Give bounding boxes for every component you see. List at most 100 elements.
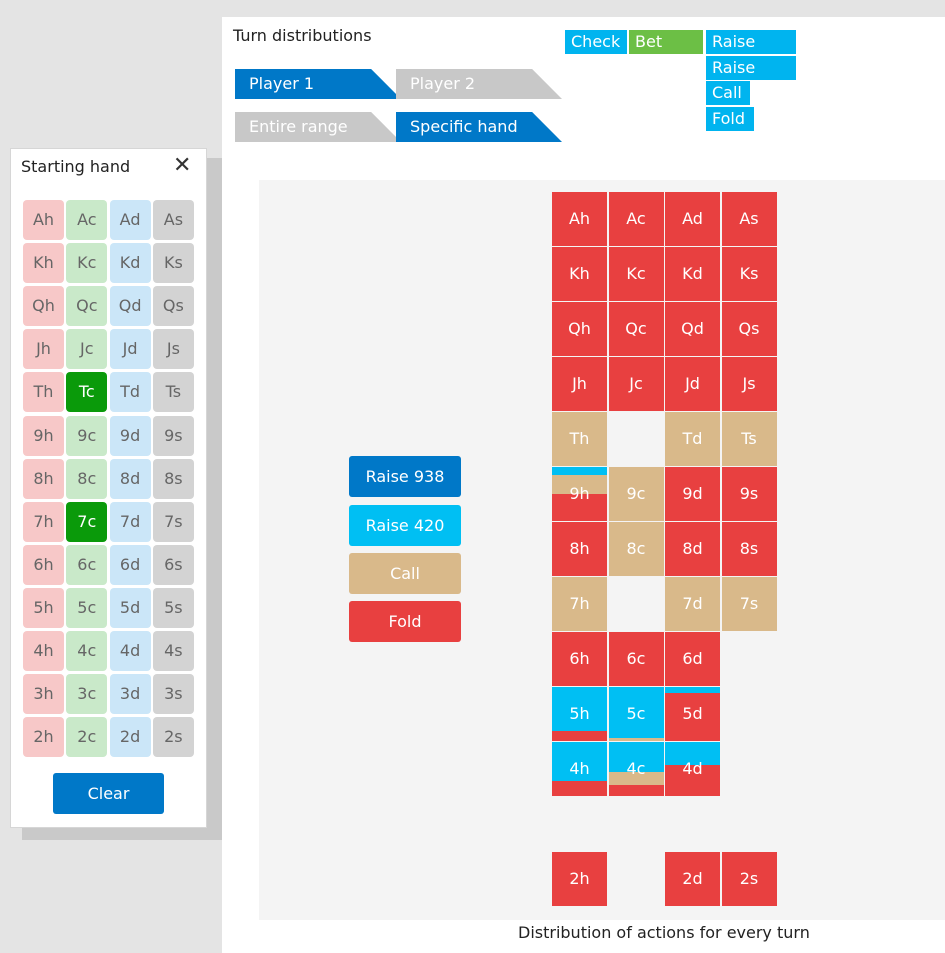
- turn-cell-7s[interactable]: 7s: [721, 577, 777, 631]
- starting-hand-card-Kd[interactable]: Kd: [109, 243, 151, 284]
- turn-cell-Ad[interactable]: Ad: [665, 192, 720, 246]
- turn-cell-Jc[interactable]: Jc: [608, 357, 664, 411]
- turn-cell-Qc[interactable]: Qc: [608, 302, 664, 356]
- starting-hand-card-Th[interactable]: Th: [23, 372, 64, 413]
- starting-hand-card-5h[interactable]: 5h: [23, 587, 64, 628]
- starting-hand-card-6c[interactable]: 6c: [66, 544, 108, 585]
- turn-cell-Ac[interactable]: Ac: [608, 192, 664, 246]
- turn-cell-Kh[interactable]: Kh: [552, 247, 607, 301]
- starting-hand-card-Qs[interactable]: Qs: [152, 286, 194, 327]
- starting-hand-card-6d[interactable]: 6d: [109, 544, 151, 585]
- starting-hand-card-2c[interactable]: 2c: [66, 717, 108, 758]
- turn-cell-Js[interactable]: Js: [721, 357, 777, 411]
- tab-entire-range[interactable]: Entire range: [235, 112, 401, 142]
- turn-cell-8h[interactable]: 8h: [552, 522, 607, 576]
- starting-hand-card-9s[interactable]: 9s: [152, 415, 194, 456]
- starting-hand-card-7d[interactable]: 7d: [109, 501, 151, 542]
- starting-hand-card-8c[interactable]: 8c: [66, 458, 108, 499]
- starting-hand-card-Ac[interactable]: Ac: [66, 200, 108, 240]
- turn-cell-2h[interactable]: 2h: [552, 852, 607, 906]
- turn-cell-6d[interactable]: 6d: [665, 632, 720, 686]
- starting-hand-card-9d[interactable]: 9d: [109, 415, 151, 456]
- turn-cell-6c[interactable]: 6c: [608, 632, 664, 686]
- starting-hand-card-3h[interactable]: 3h: [23, 674, 64, 715]
- turn-cell-5h[interactable]: 5h: [552, 687, 607, 741]
- turn-cell-9h[interactable]: 9h: [552, 467, 607, 521]
- starting-hand-card-Js[interactable]: Js: [152, 329, 194, 370]
- turn-cell-Th[interactable]: Th: [552, 412, 607, 466]
- turn-cell-Qd[interactable]: Qd: [665, 302, 720, 356]
- starting-hand-card-Qd[interactable]: Qd: [109, 286, 151, 327]
- starting-hand-card-5c[interactable]: 5c: [66, 587, 108, 628]
- starting-hand-card-Qc[interactable]: Qc: [66, 286, 108, 327]
- turn-cell-5d[interactable]: 5d: [665, 687, 720, 741]
- turn-cell-Ks[interactable]: Ks: [721, 247, 777, 301]
- turn-cell-Jd[interactable]: Jd: [665, 357, 720, 411]
- starting-hand-card-8h[interactable]: 8h: [23, 458, 64, 499]
- starting-hand-card-9c[interactable]: 9c: [66, 415, 108, 456]
- turn-cell-Qh[interactable]: Qh: [552, 302, 607, 356]
- turn-cell-Kc[interactable]: Kc: [608, 247, 664, 301]
- turn-cell-Td[interactable]: Td: [665, 412, 720, 466]
- starting-hand-card-4s[interactable]: 4s: [152, 631, 194, 671]
- turn-cell-5c[interactable]: 5c: [608, 687, 664, 741]
- starting-hand-card-4d[interactable]: 4d: [109, 631, 151, 671]
- starting-hand-card-Qh[interactable]: Qh: [23, 286, 64, 327]
- turn-cell-7h[interactable]: 7h: [552, 577, 607, 631]
- turn-cell-Ts[interactable]: Ts: [721, 412, 777, 466]
- starting-hand-card-2s[interactable]: 2s: [152, 717, 194, 758]
- turn-cell-6h[interactable]: 6h: [552, 632, 607, 686]
- close-icon[interactable]: ✕: [173, 153, 192, 178]
- turn-cell-2d[interactable]: 2d: [665, 852, 720, 906]
- starting-hand-card-Kc[interactable]: Kc: [66, 243, 108, 284]
- turn-cell-4c[interactable]: 4c: [608, 742, 664, 796]
- starting-hand-card-Ts[interactable]: Ts: [152, 372, 194, 413]
- action-check[interactable]: Check: [565, 30, 627, 54]
- turn-cell-Qs[interactable]: Qs: [721, 302, 777, 356]
- turn-cell-9c[interactable]: 9c: [608, 467, 664, 521]
- clear-button[interactable]: Clear: [53, 773, 164, 814]
- starting-hand-card-7c[interactable]: 7c: [66, 501, 108, 542]
- starting-hand-card-Jd[interactable]: Jd: [109, 329, 151, 370]
- starting-hand-card-3c[interactable]: 3c: [66, 674, 108, 715]
- turn-cell-As[interactable]: As: [721, 192, 777, 246]
- starting-hand-card-Jh[interactable]: Jh: [23, 329, 64, 370]
- turn-cell-Ah[interactable]: Ah: [552, 192, 607, 246]
- starting-hand-card-6s[interactable]: 6s: [152, 544, 194, 585]
- starting-hand-card-2d[interactable]: 2d: [109, 717, 151, 758]
- starting-hand-card-Ad[interactable]: Ad: [109, 200, 151, 240]
- starting-hand-card-Td[interactable]: Td: [109, 372, 151, 413]
- action-fold[interactable]: Fold: [706, 107, 754, 131]
- turn-cell-4d[interactable]: 4d: [665, 742, 720, 796]
- action-raise-420[interactable]: Raise 420: [706, 56, 796, 101]
- action-call[interactable]: Call: [706, 81, 750, 105]
- starting-hand-card-7s[interactable]: 7s: [152, 501, 194, 542]
- starting-hand-card-5s[interactable]: 5s: [152, 587, 194, 628]
- starting-hand-card-7h[interactable]: 7h: [23, 501, 64, 542]
- starting-hand-card-3d[interactable]: 3d: [109, 674, 151, 715]
- starting-hand-card-8s[interactable]: 8s: [152, 458, 194, 499]
- starting-hand-card-4c[interactable]: 4c: [66, 631, 108, 671]
- action-raise-938[interactable]: Raise 938: [706, 30, 796, 75]
- action-bet-130[interactable]: Bet 130: [629, 30, 703, 75]
- starting-hand-card-2h[interactable]: 2h: [23, 717, 64, 758]
- starting-hand-card-As[interactable]: As: [152, 200, 194, 240]
- turn-cell-9s[interactable]: 9s: [721, 467, 777, 521]
- starting-hand-card-4h[interactable]: 4h: [23, 631, 64, 671]
- turn-cell-7d[interactable]: 7d: [665, 577, 720, 631]
- tab-specific-hand[interactable]: Specific hand: [396, 112, 562, 142]
- turn-cell-9d[interactable]: 9d: [665, 467, 720, 521]
- turn-cell-2s[interactable]: 2s: [721, 852, 777, 906]
- turn-cell-8s[interactable]: 8s: [721, 522, 777, 576]
- starting-hand-card-3s[interactable]: 3s: [152, 674, 194, 715]
- turn-cell-8c[interactable]: 8c: [608, 522, 664, 576]
- turn-cell-4h[interactable]: 4h: [552, 742, 607, 796]
- tab-player-2[interactable]: Player 2: [396, 69, 562, 99]
- starting-hand-card-Ks[interactable]: Ks: [152, 243, 194, 284]
- turn-cell-8d[interactable]: 8d: [665, 522, 720, 576]
- turn-cell-Kd[interactable]: Kd: [665, 247, 720, 301]
- starting-hand-card-9h[interactable]: 9h: [23, 415, 64, 456]
- turn-cell-Jh[interactable]: Jh: [552, 357, 607, 411]
- starting-hand-card-Kh[interactable]: Kh: [23, 243, 64, 284]
- starting-hand-card-Tc[interactable]: Tc: [66, 372, 108, 413]
